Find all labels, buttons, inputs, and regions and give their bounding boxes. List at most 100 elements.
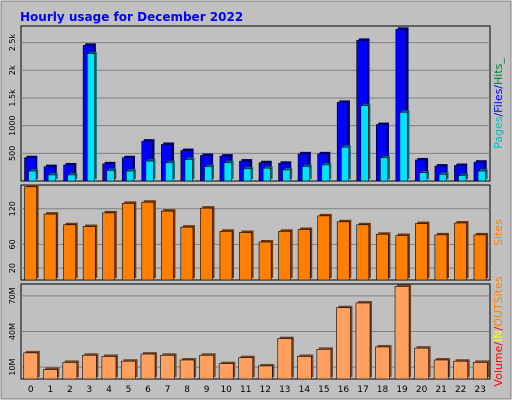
bar-sites-17-face bbox=[356, 224, 370, 281]
bar-files-14 bbox=[301, 164, 312, 182]
bar-sites-11-face bbox=[239, 232, 252, 281]
bar-volume-12-face bbox=[257, 365, 273, 380]
bar-files-22 bbox=[458, 173, 469, 182]
x-tick-label-6: 6 bbox=[145, 385, 151, 395]
bar-volume-15-face bbox=[316, 349, 332, 380]
bar-volume-13-face bbox=[277, 338, 293, 380]
bar-volume-2-face bbox=[62, 362, 78, 380]
x-tick-label-10: 10 bbox=[220, 385, 232, 395]
tick-label-sites-1: 60 bbox=[8, 239, 17, 249]
bar-sites-9-face bbox=[200, 207, 213, 281]
bar-sites-1 bbox=[43, 212, 59, 281]
tick-label-volume-2: 70M bbox=[8, 287, 17, 304]
side-label-hits: Pages/Files/Hits_ bbox=[492, 58, 505, 149]
bar-volume-12 bbox=[257, 363, 275, 380]
bar-sites-7 bbox=[161, 209, 176, 281]
bar-files-2 bbox=[67, 172, 78, 182]
side-label-volume-segment-5: Sites bbox=[492, 276, 505, 303]
bar-files-21 bbox=[438, 172, 449, 182]
bar-files-8 bbox=[184, 157, 195, 182]
bar-sites-8-face bbox=[180, 226, 194, 281]
x-tick-label-0: 0 bbox=[28, 385, 34, 395]
bar-sites-23 bbox=[473, 232, 489, 281]
bar-sites-11 bbox=[239, 230, 254, 281]
bar-sites-16 bbox=[336, 219, 352, 281]
bar-volume-16-face bbox=[336, 307, 351, 380]
x-tick-label-2: 2 bbox=[67, 385, 73, 395]
bar-volume-22-face bbox=[453, 360, 469, 380]
bar-files-1-face bbox=[47, 174, 56, 182]
chart-panels: 50010001.5k2k2.5kPages/Files/Hits_206012… bbox=[8, 25, 505, 387]
x-tick-label-12: 12 bbox=[260, 385, 271, 395]
x-tick-label-19: 19 bbox=[396, 385, 408, 395]
tick-label-sites-2: 120 bbox=[8, 201, 17, 216]
bar-volume-19 bbox=[394, 284, 412, 380]
bar-sites-12-face bbox=[258, 241, 272, 281]
bar-sites-14 bbox=[297, 227, 313, 281]
bar-volume-8 bbox=[179, 358, 197, 380]
bar-sites-15 bbox=[317, 213, 332, 281]
bar-files-13 bbox=[282, 167, 293, 182]
tick-label-hits-1: 1000 bbox=[8, 115, 17, 135]
bar-files-22-face bbox=[458, 175, 467, 182]
side-label-volume-segment-4: OUT bbox=[492, 303, 505, 327]
bar-files-8-face bbox=[184, 159, 193, 182]
bar-volume-3-face bbox=[82, 354, 97, 380]
bar-volume-11-face bbox=[238, 357, 254, 380]
x-tick-label-22: 22 bbox=[455, 385, 466, 395]
x-tick-label-18: 18 bbox=[377, 385, 389, 395]
bar-volume-0-face bbox=[23, 352, 39, 380]
side-label-sites: Sites bbox=[492, 219, 505, 246]
bar-sites-20 bbox=[415, 221, 430, 281]
x-tick-label-21: 21 bbox=[435, 385, 446, 395]
x-tick-label-3: 3 bbox=[87, 385, 93, 395]
tick-label-sites-0: 20 bbox=[8, 263, 17, 273]
bar-files-12 bbox=[262, 166, 273, 182]
bar-sites-14-face bbox=[297, 229, 311, 281]
bar-files-10-face bbox=[223, 162, 232, 182]
x-tick-label-7: 7 bbox=[165, 385, 171, 395]
side-label-hits-segment-0: Pages bbox=[492, 116, 505, 149]
bar-volume-6-face bbox=[140, 353, 156, 380]
bar-files-23-face bbox=[477, 170, 486, 182]
bar-sites-4-face bbox=[102, 212, 116, 281]
bar-files-17-face bbox=[360, 105, 369, 182]
bar-sites-10-face bbox=[219, 231, 233, 281]
bar-files-0-face bbox=[28, 170, 37, 182]
bar-volume-18 bbox=[375, 344, 392, 380]
bar-volume-10 bbox=[218, 361, 236, 380]
bar-sites-22 bbox=[454, 221, 469, 281]
bar-files-6-face bbox=[145, 160, 154, 182]
x-tick-label-23: 23 bbox=[475, 385, 486, 395]
bar-volume-19-face bbox=[394, 286, 410, 380]
bar-files-20-face bbox=[419, 172, 428, 182]
bar-sites-12 bbox=[258, 240, 274, 281]
panel-sites-area bbox=[20, 184, 491, 281]
bar-files-15 bbox=[321, 162, 332, 182]
bar-files-5-face bbox=[126, 170, 135, 182]
bar-files-18-face bbox=[380, 157, 389, 182]
bar-volume-20 bbox=[414, 346, 431, 380]
bar-sites-15-face bbox=[317, 215, 331, 281]
tick-label-hits-3: 2k bbox=[8, 65, 17, 75]
x-tick-label-14: 14 bbox=[299, 385, 311, 395]
x-tick-label-4: 4 bbox=[106, 385, 112, 395]
side-label-hits-segment-2: Files bbox=[492, 88, 505, 112]
bar-files-21-face bbox=[438, 174, 447, 182]
bar-volume-7 bbox=[160, 353, 177, 380]
bar-volume-23-face bbox=[472, 362, 488, 380]
bar-volume-7-face bbox=[160, 354, 175, 380]
tick-label-volume-1: 40M bbox=[8, 323, 17, 340]
bar-files-18 bbox=[380, 155, 390, 182]
bar-sites-1-face bbox=[43, 213, 57, 281]
bar-volume-1 bbox=[42, 367, 60, 380]
tick-label-hits-2: 1.5k bbox=[8, 89, 17, 107]
bar-volume-18-face bbox=[375, 346, 390, 380]
bar-sites-21-face bbox=[434, 234, 448, 281]
bar-sites-22-face bbox=[454, 222, 467, 281]
x-tick-label-13: 13 bbox=[279, 385, 290, 395]
bar-volume-20-face bbox=[414, 347, 429, 380]
